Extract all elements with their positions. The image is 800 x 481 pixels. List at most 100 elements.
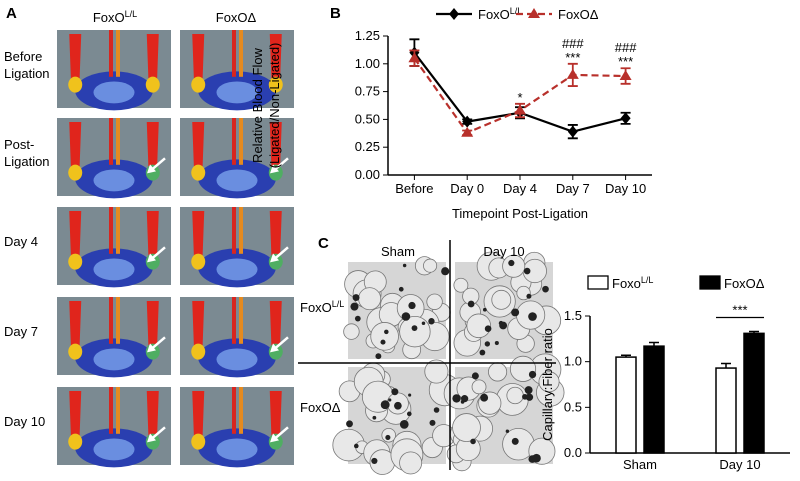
- capillary: [532, 453, 541, 463]
- legend-label: FoxOΔ: [724, 276, 765, 291]
- marker: [461, 126, 474, 137]
- capillary: [471, 372, 479, 380]
- capillary: [352, 294, 360, 302]
- legend-label-text: Foxo: [612, 276, 641, 291]
- limb-warm: [191, 164, 206, 181]
- body-light: [216, 81, 258, 104]
- tail: [239, 30, 243, 77]
- limb-warm: [68, 343, 83, 360]
- tail: [109, 30, 113, 77]
- tail: [232, 207, 236, 254]
- image-tile: [180, 297, 294, 378]
- legend-label: FoxoL/L: [612, 275, 653, 291]
- capillary: [384, 329, 389, 335]
- image-tile: [57, 30, 171, 111]
- legend-swatch: [699, 275, 721, 290]
- tail: [232, 118, 236, 165]
- cell: [423, 258, 438, 273]
- capillary: [353, 443, 359, 449]
- x-tick-label: Day 4: [503, 181, 537, 196]
- limb: [269, 391, 282, 446]
- cell: [488, 362, 508, 382]
- x-tick-label: Day 0: [450, 181, 484, 196]
- limb: [269, 301, 282, 356]
- arrow-head: [270, 433, 279, 443]
- limb-warm: [191, 343, 206, 360]
- limb-warm: [191, 433, 206, 450]
- y-tick-label: 1.5: [564, 308, 582, 323]
- limb-warm: [68, 433, 83, 450]
- capillary: [526, 293, 532, 299]
- y-tick-label: 0.5: [564, 399, 582, 414]
- column-header: FoxOΔ: [216, 10, 257, 25]
- legend-label-text: FoxOΔ: [558, 7, 599, 22]
- limb-warm: [68, 164, 83, 181]
- marker: [408, 52, 421, 63]
- cell: [491, 289, 512, 310]
- limb: [192, 211, 205, 266]
- capillary: [402, 263, 407, 268]
- capillary: [372, 415, 377, 420]
- capillary: [350, 302, 359, 311]
- limb: [69, 34, 82, 89]
- cell: [453, 277, 469, 293]
- panel-label: B: [330, 5, 341, 22]
- capillary: [522, 393, 528, 400]
- arrow-head: [147, 433, 156, 443]
- limb: [192, 34, 205, 89]
- capillary: [482, 307, 487, 312]
- limb-warm: [268, 76, 283, 93]
- marker: [619, 70, 632, 81]
- arrow-head: [147, 253, 156, 263]
- tail: [239, 387, 243, 434]
- arrow-head: [147, 164, 156, 174]
- capillary: [408, 301, 416, 310]
- capillary: [511, 437, 519, 445]
- panel-label: A: [6, 5, 17, 22]
- limb: [69, 301, 82, 356]
- row-label-text: FoxO: [300, 300, 332, 315]
- limb: [192, 122, 205, 177]
- x-tick-label: Day 10: [719, 457, 760, 472]
- image-tile: [57, 387, 171, 468]
- capillary: [460, 395, 469, 403]
- capillary: [508, 259, 515, 267]
- cell: [343, 323, 360, 340]
- body-light: [93, 169, 135, 192]
- bar: [715, 367, 737, 454]
- limb: [146, 301, 159, 356]
- limb: [69, 391, 82, 446]
- arrow-head: [270, 164, 279, 174]
- capillary: [452, 394, 461, 403]
- image-tile: [180, 118, 294, 199]
- marker: [566, 68, 579, 79]
- body-light: [216, 169, 258, 192]
- capillary: [470, 438, 476, 445]
- limb-warm: [145, 76, 160, 93]
- limb: [146, 391, 159, 446]
- legend-label-text: FoxOΔ: [724, 276, 765, 291]
- tail: [116, 387, 120, 434]
- capillary: [494, 341, 499, 346]
- row-label: Day 4: [4, 234, 38, 249]
- bar: [615, 356, 637, 454]
- capillary: [411, 325, 418, 332]
- row-label: Day 7: [4, 324, 38, 339]
- cell: [358, 287, 382, 311]
- capillary: [421, 321, 426, 326]
- y-axis-label: (Ligated/Non-Ligated): [267, 43, 282, 169]
- image-tile: [180, 30, 294, 111]
- row-label: Post-: [4, 137, 34, 152]
- capillary: [398, 286, 404, 292]
- limb: [269, 122, 282, 177]
- error-bar: [721, 362, 731, 369]
- capillary: [498, 320, 504, 326]
- capillary: [388, 398, 392, 402]
- capillary: [428, 318, 435, 325]
- tail: [239, 118, 243, 165]
- legend-label-superscript: L/L: [641, 275, 654, 285]
- limb: [69, 122, 82, 177]
- capillary: [433, 407, 440, 413]
- image-tile: [57, 118, 171, 199]
- x-tick-label: Before: [395, 181, 433, 196]
